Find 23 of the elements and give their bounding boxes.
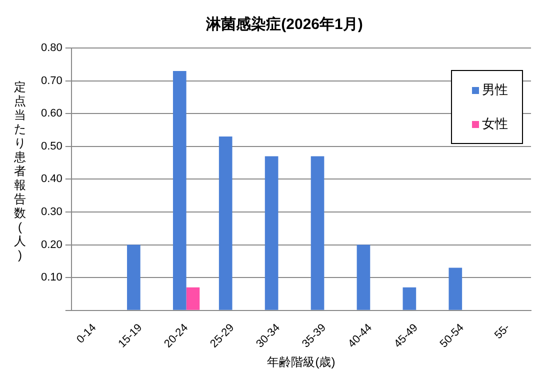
y-tick-label: 0.60: [40, 108, 62, 120]
y-tick-label: 0.30: [40, 206, 62, 218]
y-tick-label: 0.40: [40, 173, 62, 186]
bar: [356, 244, 370, 310]
y-tick-label: 0.80: [40, 42, 62, 54]
legend-label: 男性: [482, 81, 508, 99]
bar: [218, 136, 232, 310]
y-tick-label: 0.20: [40, 238, 62, 251]
x-axis-title: 年齢階級(歳): [267, 355, 336, 370]
y-tick-label: 0.70: [40, 74, 62, 87]
bar: [264, 156, 278, 310]
bar: [127, 244, 140, 310]
y-tick-label: 0.10: [40, 272, 62, 284]
bar: [186, 287, 200, 310]
bar: [402, 287, 416, 310]
chart-title: 淋菌感染症(2026年1月): [205, 15, 363, 34]
y-tick-label: 0.50: [40, 140, 62, 152]
bar: [172, 70, 186, 310]
bar: [448, 268, 462, 310]
bar: [310, 156, 324, 310]
legend-label: 女性: [482, 115, 508, 133]
text: 定点当たり患者報告数(人): [14, 80, 26, 262]
x-tick-label: 55-: [492, 322, 513, 342]
